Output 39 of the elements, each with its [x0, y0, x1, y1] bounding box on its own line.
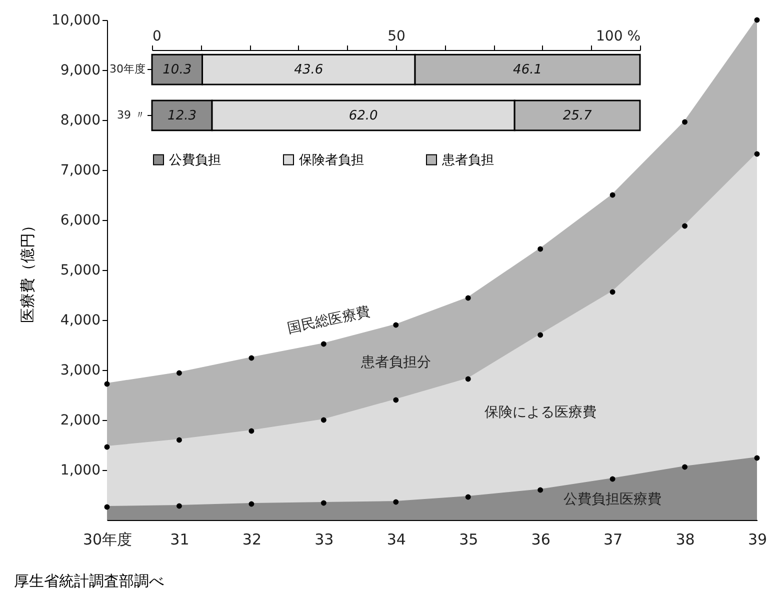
x-tick-label: 38 — [676, 530, 695, 548]
annotation: 国民総医療費 — [286, 304, 372, 337]
y-tick-label: 1,000 — [60, 462, 100, 478]
y-tick-label: 3,000 — [60, 362, 100, 378]
y-axis-title: 医療費（億円） — [18, 218, 37, 323]
data-label: 62.0 — [348, 108, 378, 124]
series-label: 患者負担分 — [360, 354, 431, 370]
x-tick-label: 36 — [531, 530, 550, 548]
x-tick-label: 34 — [386, 530, 406, 548]
y-tick-label: 2,000 — [60, 412, 100, 428]
series-label: 公費負担医療費 — [564, 492, 662, 508]
data-label: 46.1 — [513, 62, 542, 78]
legend-label: 保険者負担 — [299, 152, 364, 168]
x-tick-label: 30年度 — [82, 530, 132, 548]
x-tick-label: 50 — [388, 28, 406, 44]
legend-label: 公費負担 — [169, 152, 221, 168]
y-tick-label: 5,000 — [60, 262, 100, 278]
legend-label: 患者負担 — [441, 152, 494, 168]
x-tick-label: 100 % — [596, 28, 640, 44]
data-label: 10.3 — [162, 62, 192, 78]
y-tick-label: 8,000 — [60, 112, 100, 128]
text: 厚生省統計調査部調べ — [14, 572, 164, 591]
data-label: 25.7 — [562, 108, 592, 124]
data-label: 43.6 — [294, 62, 324, 78]
x-tick-label: 37 — [604, 530, 623, 548]
y-tick-label: 39 〃 — [117, 108, 146, 122]
x-tick-label: 39 — [748, 530, 768, 548]
y-tick-label: 10,000 — [52, 12, 100, 28]
x-tick-label: 0 — [152, 28, 162, 44]
x-tick-label: 35 — [459, 530, 478, 548]
x-tick-label: 33 — [314, 530, 334, 548]
x-tick-label: 31 — [170, 530, 190, 548]
y-tick-label: 7,000 — [60, 162, 100, 178]
y-tick-label: 6,000 — [60, 212, 100, 228]
data-label: 12.3 — [168, 108, 196, 124]
series-label: 保険による医療費 — [484, 404, 596, 420]
x-tick-label: 32 — [242, 530, 262, 548]
y-tick-label: 4,000 — [60, 312, 100, 328]
y-tick-label: 9,000 — [60, 62, 100, 78]
